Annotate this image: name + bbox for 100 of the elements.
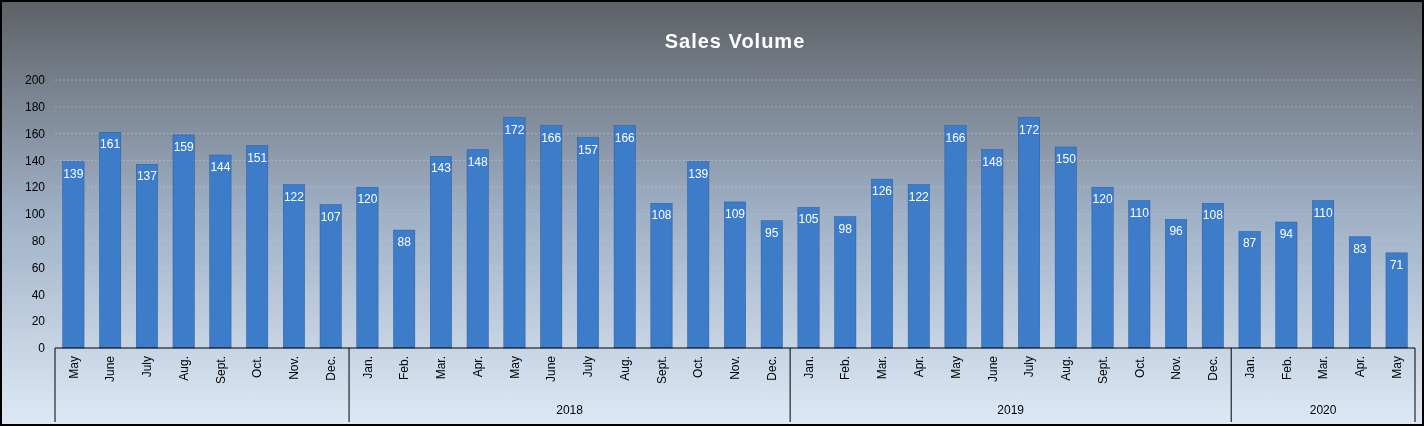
x-tick-label: Oct. — [250, 356, 265, 379]
x-tick-label: May — [66, 356, 81, 379]
data-label: 122 — [908, 189, 930, 204]
x-tick-label: Apr. — [1353, 356, 1368, 378]
bar — [687, 161, 710, 349]
y-tick-label: 80 — [31, 234, 46, 248]
x-tick-label: Sept. — [654, 356, 669, 385]
data-label: 120 — [357, 192, 378, 207]
data-label: 161 — [100, 137, 121, 152]
y-tick-label: 60 — [31, 260, 46, 275]
bar — [246, 145, 269, 349]
data-label: 95 — [765, 225, 779, 240]
data-label: 108 — [1202, 208, 1224, 223]
data-label: 122 — [283, 189, 305, 204]
x-tick-label: Mar. — [875, 356, 890, 380]
data-label: 108 — [651, 208, 672, 223]
data-label: 110 — [1313, 205, 1333, 220]
x-tick-label: Nov. — [287, 356, 302, 380]
y-tick-label: 100 — [24, 207, 46, 222]
data-label: 110 — [1129, 205, 1150, 220]
bar — [430, 156, 452, 349]
x-tick-label: May — [948, 356, 963, 379]
y-tick-label: 120 — [24, 180, 46, 195]
bar — [944, 125, 967, 349]
x-tick-label: Sept. — [213, 356, 228, 385]
x-tick-label: Nov. — [728, 356, 743, 380]
x-tick-label: June — [103, 355, 118, 383]
bar — [466, 149, 489, 349]
x-tick-label: Oct. — [691, 356, 706, 379]
y-tick-label: 180 — [24, 100, 46, 114]
data-label: 71 — [1389, 257, 1404, 272]
chart-title: Sales Volume — [664, 30, 806, 52]
data-label: 107 — [320, 209, 342, 224]
data-label: 94 — [1279, 227, 1294, 242]
x-tick-label: Aug. — [617, 356, 632, 381]
x-tick-label: Feb. — [1279, 356, 1294, 381]
data-label: 88 — [397, 235, 412, 250]
x-tick-label: Aug. — [1059, 356, 1074, 381]
bar — [172, 134, 195, 349]
x-tick-label: Mar. — [1316, 356, 1331, 380]
text: 2019 — [997, 403, 1025, 417]
x-tick-label: Mar. — [434, 356, 449, 380]
data-label: 172 — [504, 122, 525, 137]
bar — [1385, 252, 1408, 349]
data-label: 166 — [945, 130, 966, 145]
bar — [1018, 117, 1040, 349]
bar — [283, 184, 305, 349]
y-tick-label: 160 — [24, 126, 46, 141]
data-label: 105 — [798, 212, 819, 227]
y-tick-label: 20 — [31, 314, 46, 329]
data-label: 150 — [1055, 152, 1077, 166]
x-tick-label: July — [581, 356, 596, 378]
x-tick-label: Jan. — [360, 356, 375, 379]
x-tick-label: June — [985, 355, 1000, 383]
x-tick-label: Aug. — [176, 356, 191, 381]
data-label: 120 — [1092, 192, 1113, 207]
bar — [724, 201, 746, 349]
x-tick-label: Dec. — [764, 356, 779, 381]
x-tick-label: Jan. — [1242, 356, 1257, 379]
x-tick-label: Apr. — [470, 356, 485, 378]
data-label: 83 — [1353, 241, 1367, 256]
bar — [1165, 219, 1187, 349]
bar — [540, 125, 563, 349]
bar — [62, 161, 85, 349]
x-tick-label: Feb. — [397, 356, 412, 381]
data-label: 139 — [688, 166, 709, 181]
bar — [99, 132, 122, 349]
text: 2020 — [1309, 403, 1337, 417]
data-label: 139 — [63, 166, 84, 181]
bar — [797, 207, 820, 349]
x-tick-label: Nov. — [1169, 356, 1184, 380]
bar — [613, 125, 636, 349]
bar — [1054, 146, 1077, 349]
text: 2018 — [556, 403, 584, 417]
x-tick-label: Dec. — [1206, 356, 1221, 381]
x-tick-label: May — [1389, 356, 1404, 379]
bar — [1128, 200, 1151, 349]
data-label: 151 — [247, 150, 268, 165]
bar — [1275, 221, 1298, 349]
bar — [760, 220, 783, 349]
data-label: 148 — [982, 154, 1003, 169]
bar — [981, 149, 1004, 349]
bar — [356, 186, 379, 349]
data-label: 126 — [872, 184, 893, 199]
bar — [834, 216, 857, 349]
bar — [577, 137, 599, 349]
data-label: 143 — [430, 161, 452, 176]
bar — [1091, 186, 1114, 349]
data-label: 148 — [467, 154, 489, 169]
data-label: 166 — [614, 130, 636, 145]
data-label: 159 — [173, 139, 194, 154]
bar — [1312, 200, 1335, 349]
bar — [907, 184, 930, 349]
bar — [135, 164, 158, 349]
y-tick-label: 140 — [24, 153, 46, 168]
data-label: 172 — [1019, 122, 1040, 137]
data-label: 137 — [136, 169, 158, 184]
y-tick-label: 0 — [38, 341, 46, 356]
y-tick-label: 200 — [24, 73, 46, 88]
bar — [650, 203, 673, 349]
